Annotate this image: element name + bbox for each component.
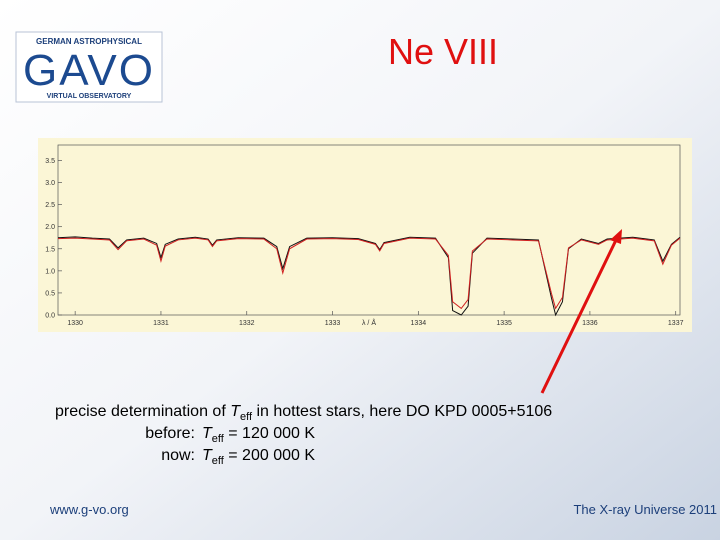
text-line-3: Teff = 200 000 K: [202, 447, 315, 467]
symbol: T: [230, 403, 241, 420]
symbol: T: [202, 425, 213, 442]
spectrum-line: [57, 236, 681, 317]
text: in hottest stars, here DO KPD 0005+5106: [252, 403, 552, 420]
label: before:: [145, 425, 195, 442]
text: = 120 000 K: [224, 425, 316, 442]
y-tick-label: 1.0: [45, 268, 55, 275]
symbol: T: [202, 447, 213, 464]
subscript: eff: [212, 433, 225, 445]
x-tick-label: 1335: [496, 320, 512, 327]
text: precise determination of: [55, 403, 230, 420]
x-axis-label: λ / Å: [362, 318, 376, 327]
text-line-2: Teff = 120 000 K: [202, 425, 315, 445]
footer-left: www.g-vo.org: [49, 502, 129, 517]
x-tick-label: 1336: [582, 320, 598, 327]
x-tick-label: 1330: [67, 320, 83, 327]
y-tick-label: 0.5: [45, 290, 55, 297]
footer-right: The X-ray Universe 2011: [573, 502, 717, 517]
arrow-head: [610, 229, 622, 244]
label: now:: [161, 447, 195, 464]
y-tick-label: 0.0: [45, 313, 55, 320]
slide-title: Ne VIII: [388, 31, 498, 72]
text: = 200 000 K: [224, 447, 316, 464]
x-tick-label: 1333: [325, 320, 341, 327]
logo-main: GAVO: [23, 46, 155, 95]
y-tick-label: 3.0: [45, 180, 55, 187]
plot-frame: [57, 144, 681, 316]
x-tick-label: 1331: [153, 320, 169, 327]
text-line-1: precise determination of Teff in hottest…: [55, 403, 552, 423]
y-tick-label: 2.0: [45, 224, 55, 231]
arrow-shaft: [540, 237, 619, 394]
chart: 0.0 0.5 1.0 1.5 2.0 2.5 3.0 3.5 1330 1331 1332 1333…: [38, 138, 692, 332]
logo: GERMAN ASTROPHYSICAL GAVO VIRTUAL OBSERV…: [15, 31, 163, 103]
spectrum-line: [57, 237, 681, 310]
x-tick-label: 1337: [668, 320, 684, 327]
chart-background: [38, 138, 692, 332]
x-tick-label: 1332: [239, 320, 255, 327]
x-tick-label: 1334: [411, 320, 427, 327]
subscript: eff: [240, 411, 253, 423]
y-tick-label: 1.5: [45, 246, 55, 253]
subscript: eff: [212, 455, 225, 467]
logo-box: [15, 31, 163, 103]
logo-bottom: VIRTUAL OBSERVATORY: [47, 93, 132, 100]
y-tick-label: 3.5: [45, 158, 55, 165]
logo-top: GERMAN ASTROPHYSICAL: [36, 37, 142, 46]
y-tick-label: 2.5: [45, 202, 55, 209]
